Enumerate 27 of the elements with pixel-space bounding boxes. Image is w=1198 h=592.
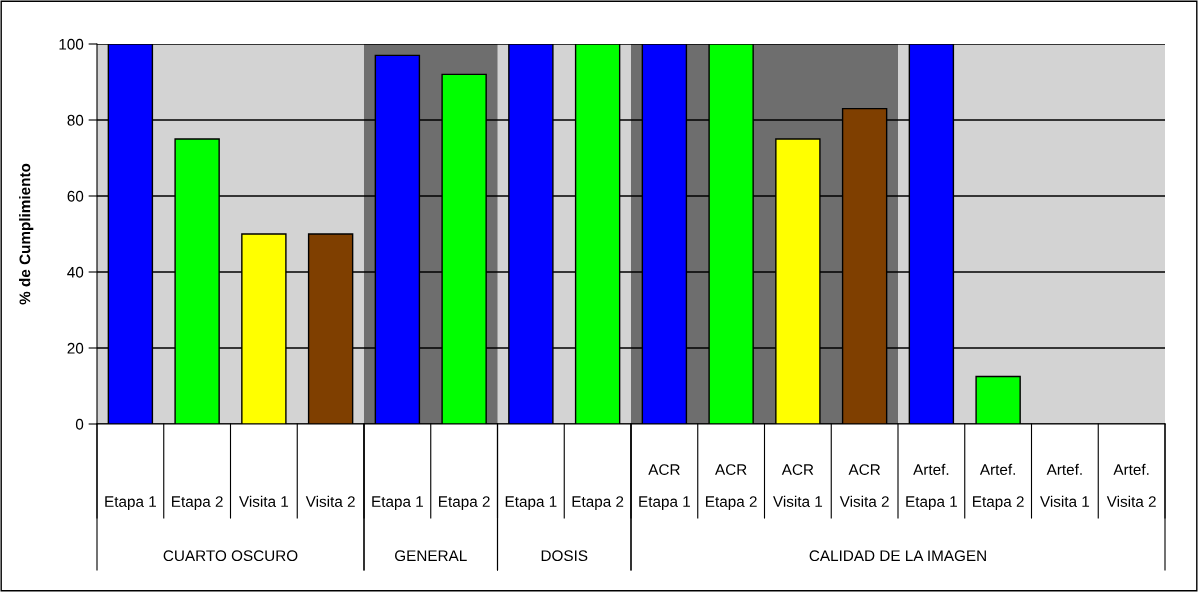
category-label: ACR Etapa 2 bbox=[706, 464, 757, 510]
text: CALIDAD DE LA IMAGEN bbox=[809, 550, 986, 562]
category-label: ACR Etapa 1 bbox=[639, 464, 690, 510]
text: DOSIS bbox=[541, 550, 588, 562]
category-label: Artef. Etapa 2 bbox=[973, 463, 1024, 510]
y-tick-label: 100 bbox=[59, 38, 84, 50]
category-label: Artef. Visita 1 bbox=[1040, 463, 1090, 507]
category-label: ACR Visita 1 bbox=[773, 464, 823, 507]
y-tick-label: 80 bbox=[67, 114, 84, 126]
category-label: Artef. Etapa 1 bbox=[906, 463, 957, 510]
x-tick-label: Visita 2 bbox=[305, 495, 355, 507]
y-tick-label: 20 bbox=[67, 342, 84, 354]
text: GENERAL bbox=[395, 550, 467, 562]
x-tick-label: Visita 1 bbox=[239, 495, 289, 507]
x-tick-label: Etapa 1 bbox=[372, 496, 423, 510]
category-label: Artef. Visita 2 bbox=[1106, 463, 1156, 507]
y-tick-label: 0 bbox=[75, 418, 84, 430]
category-label: ACR Visita 2 bbox=[839, 464, 889, 507]
y-axis-title: % de Cumplimiento bbox=[19, 163, 34, 305]
text: CUARTO OSCURO bbox=[163, 550, 298, 562]
x-tick-label: Etapa 2 bbox=[439, 496, 490, 510]
x-tick-label: Etapa 1 bbox=[105, 496, 156, 510]
x-tick-label: Etapa 2 bbox=[172, 496, 223, 510]
x-tick-label: Etapa 1 bbox=[505, 496, 557, 510]
x-tick-label: Etapa 2 bbox=[572, 496, 624, 510]
y-tick-label: 40 bbox=[67, 266, 84, 278]
y-tick-label: 60 bbox=[67, 190, 84, 202]
